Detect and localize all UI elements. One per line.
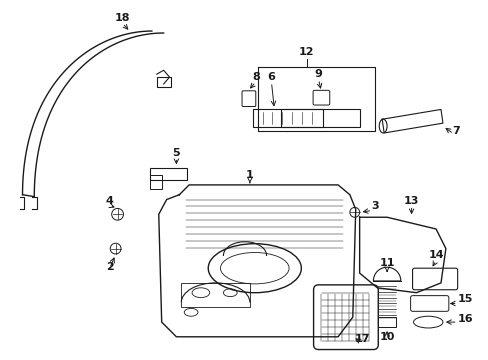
Text: 7: 7 [451,126,459,136]
Text: 12: 12 [298,46,314,57]
Bar [150,168,187,180]
Text: 1: 1 [245,170,253,180]
Bar [252,109,323,127]
Text: 8: 8 [251,72,259,82]
Text: 2: 2 [106,262,113,272]
Text: 15: 15 [457,294,472,305]
Bar [281,109,359,127]
Text: 3: 3 [371,201,378,211]
Bar [157,77,170,87]
Text: 10: 10 [379,332,394,342]
Text: 6: 6 [267,72,275,82]
Text: 18: 18 [115,13,130,23]
Bar [181,283,249,307]
Text: 11: 11 [379,258,394,268]
Text: 14: 14 [427,251,443,260]
Text: 5: 5 [172,148,180,158]
Text: 17: 17 [354,334,369,344]
Text: 16: 16 [457,314,472,324]
Bar [150,175,162,189]
Text: 4: 4 [105,195,113,206]
Text: 13: 13 [403,195,418,206]
Text: 9: 9 [314,69,322,79]
Bar [378,317,395,327]
